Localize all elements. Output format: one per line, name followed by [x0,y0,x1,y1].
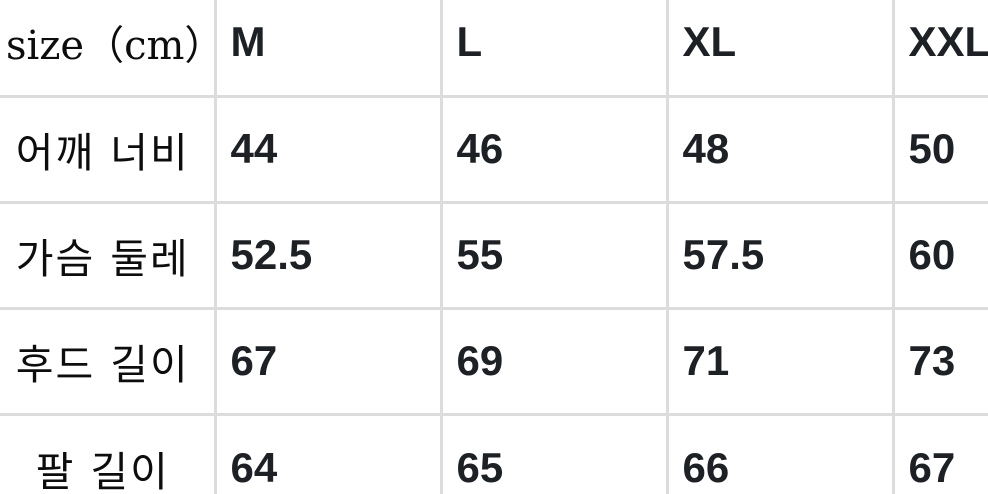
cell-chest-circumference-m: 52.5 [215,202,443,310]
cell-sleeve-length-xl: 66 [667,414,895,494]
table-row: 가슴 둘레 52.5 55 57.5 60 [0,202,988,310]
column-header-xxl: XXL [893,0,988,98]
cell-sleeve-length-xxl: 67 [893,414,988,494]
row-label-hood-length: 후드 길이 [0,308,217,416]
unit-header-cell: size（cm） [0,0,224,98]
cell-sleeve-length-m: 64 [215,414,443,494]
cell-hood-length-xxl: 73 [893,308,988,416]
cell-sleeve-length-l: 65 [441,414,669,494]
cell-shoulder-width-m: 44 [215,96,443,204]
column-header-l: L [441,0,669,98]
column-header-xl: XL [667,0,895,98]
cell-chest-circumference-xl: 57.5 [667,202,895,310]
cell-hood-length-m: 67 [215,308,443,416]
cell-shoulder-width-xl: 48 [667,96,895,204]
cell-chest-circumference-l: 55 [441,202,669,310]
table-row: 팔 길이 64 65 66 67 [0,414,988,494]
cell-hood-length-l: 69 [441,308,669,416]
cell-chest-circumference-xxl: 60 [893,202,988,310]
cell-hood-length-xl: 71 [667,308,895,416]
row-label-chest-circumference: 가슴 둘레 [0,202,217,310]
table-header-row: size（cm） M L XL XXL [0,0,988,98]
table-row: 후드 길이 67 69 71 73 [0,308,988,416]
cell-shoulder-width-l: 46 [441,96,669,204]
row-label-shoulder-width: 어깨 너비 [0,96,217,204]
cell-shoulder-width-xxl: 50 [893,96,988,204]
column-header-m: M [215,0,443,98]
table-row: 어깨 너비 44 46 48 50 [0,96,988,204]
row-label-sleeve-length: 팔 길이 [0,414,217,494]
